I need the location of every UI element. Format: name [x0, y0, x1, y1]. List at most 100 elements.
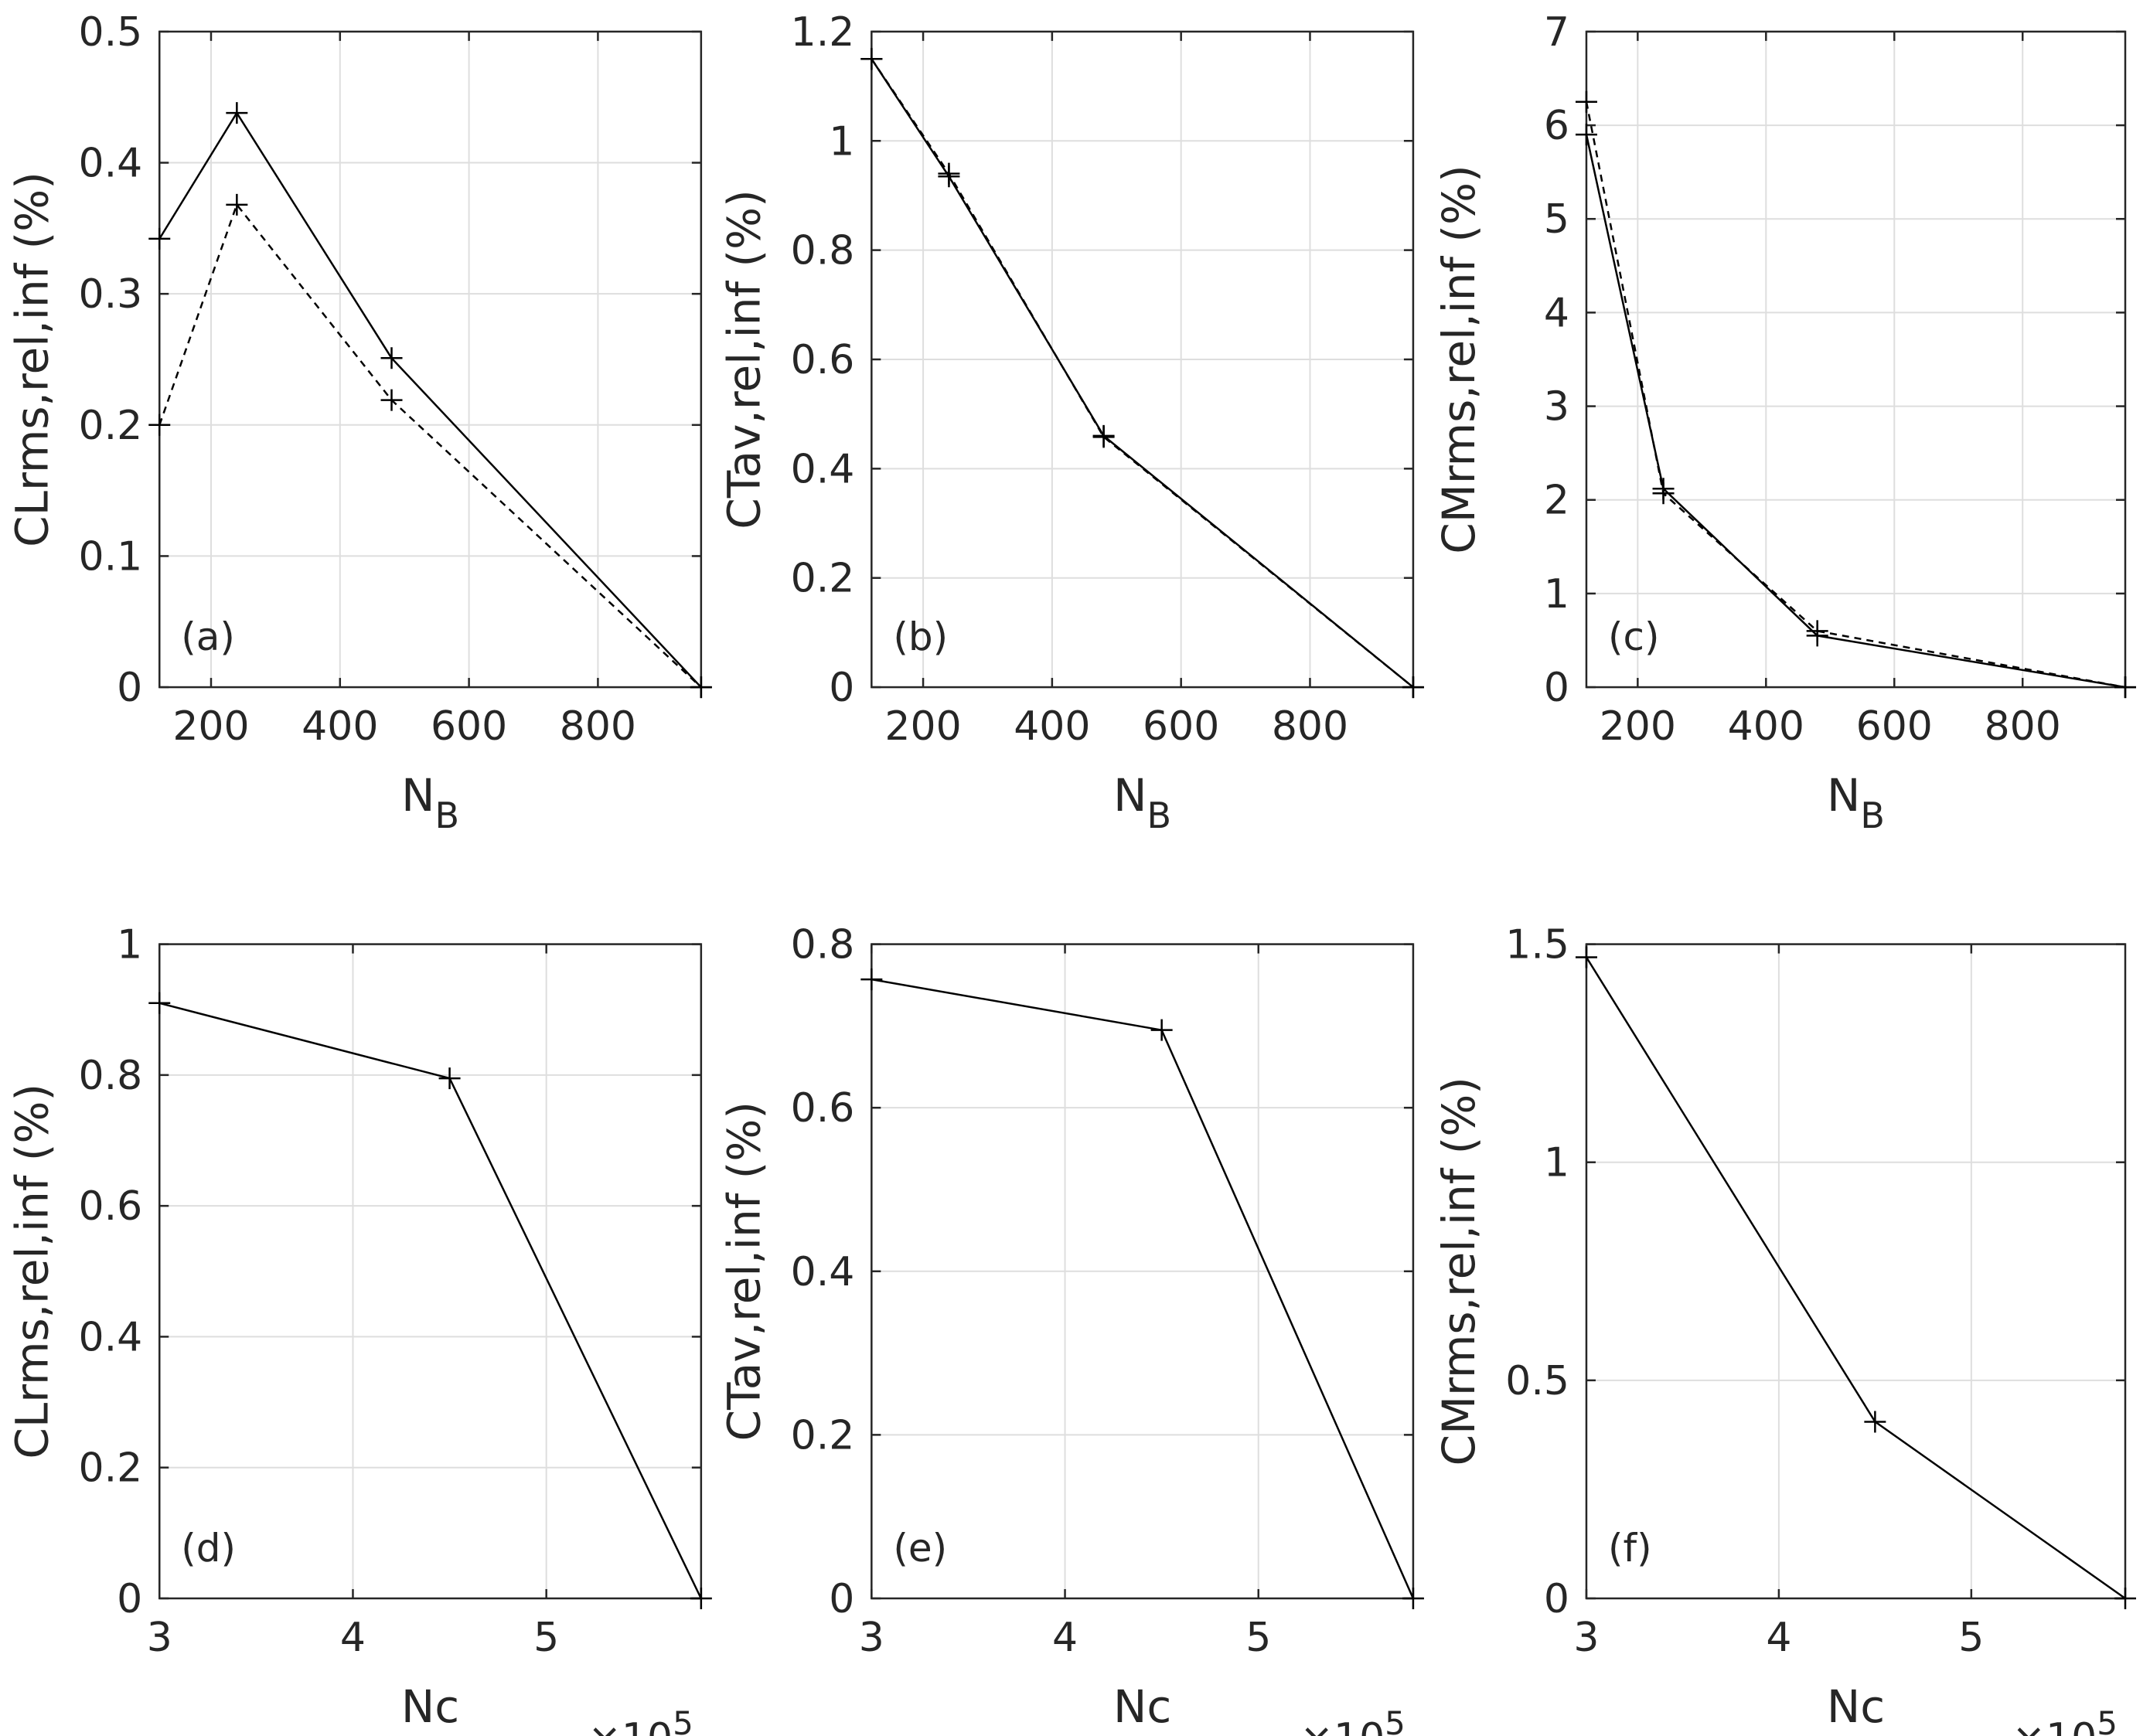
x-tick-label: 800 [1985, 703, 2061, 750]
y-tick-label: 0 [117, 1576, 142, 1622]
data-point-marker [2114, 676, 2136, 699]
x-tick-label: 5 [533, 1615, 559, 1661]
y-tick-label: 0.1 [79, 533, 143, 580]
y-tick-label: 0 [829, 665, 854, 711]
x-multiplier-base: ×10 [2012, 1715, 2097, 1736]
data-point-marker [226, 102, 248, 124]
y-axis-label: CLrms,rel,inf (%) [5, 1084, 58, 1459]
chart-panel-3: 0 1 2 3 4 5 6 7 200 400 600 800 NB CMrms,rel,inf (%) (… [1433, 9, 2136, 836]
x-axis-label: NB [1827, 769, 1885, 836]
y-tick-label: 0 [829, 1576, 854, 1622]
y-tick-label: 0.2 [791, 556, 855, 602]
data-point-marker [860, 48, 883, 70]
y-tick-label: 0.5 [1505, 1358, 1569, 1404]
x-tick-label: 200 [884, 703, 961, 750]
chart-panel-2: 0 0.2 0.4 0.6 0.8 1 1.2 200 400 600 800 NB CTav,rel,… [717, 9, 1424, 836]
x-axis-label: Nc [1113, 1680, 1171, 1733]
x-axis-label: NB [1113, 769, 1171, 836]
data-point-marker [1575, 90, 1597, 113]
y-tick-label: 1.5 [1505, 922, 1569, 968]
axes-frame [1585, 943, 2127, 1600]
panel-tag: (d) [181, 1526, 236, 1571]
y-tick-label: 0.5 [79, 9, 143, 56]
chart-panel-1: 0 0.1 0.2 0.3 0.4 0.5 200 400 600 800 NB CLrms,rel,… [5, 9, 712, 836]
x-tick-label: 3 [859, 1615, 884, 1661]
data-point-marker [860, 968, 883, 991]
y-tick-label: 0 [1544, 1576, 1569, 1622]
panel-tag: (e) [893, 1526, 947, 1571]
y-tick-label: 0.3 [79, 271, 143, 318]
data-point-marker [1402, 676, 1424, 699]
x-multiplier-exponent: 5 [673, 1704, 693, 1736]
x-multiplier-label: ×105 [2012, 1704, 2118, 1736]
axes-frame [871, 30, 1415, 689]
data-point-marker [1402, 1587, 1424, 1609]
x-multiplier-exponent: 5 [1385, 1704, 1406, 1736]
data-point-marker [380, 389, 403, 411]
y-tick-label: 6 [1544, 103, 1569, 149]
series-line-1 [871, 58, 1414, 689]
x-axis-label-text: Nc [401, 1680, 459, 1733]
x-multiplier-exponent: 5 [2097, 1704, 2118, 1736]
x-tick-label: 800 [560, 703, 636, 750]
series-line-2 [158, 203, 702, 689]
data-point-marker [1652, 482, 1675, 505]
x-axis-label-text: N [401, 769, 434, 822]
axes-frame [871, 943, 1415, 1600]
data-point-marker [1864, 1411, 1886, 1433]
x-axis-label: Nc [1827, 1680, 1885, 1733]
plot-area [1586, 944, 2125, 1598]
x-multiplier-base: ×10 [588, 1715, 673, 1736]
x-tick-label: 400 [302, 703, 378, 750]
x-tick-label: 600 [431, 703, 507, 750]
x-tick-label: 400 [1728, 703, 1804, 750]
x-axis-label-text: N [1113, 769, 1147, 822]
y-tick-label: 1 [117, 922, 142, 968]
y-tick-label: 1 [829, 118, 854, 165]
y-tick-label: 0 [117, 665, 142, 711]
y-tick-label: 0.8 [791, 922, 855, 968]
data-point-marker [226, 193, 248, 216]
x-axis-label: Nc [401, 1680, 459, 1733]
y-tick-label: 3 [1544, 384, 1569, 431]
series-line-2 [1585, 101, 2126, 689]
x-axis-label-subscript: B [434, 795, 459, 836]
y-tick-label: 0.2 [79, 1445, 143, 1492]
panel-tag: (b) [893, 614, 948, 659]
y-tick-label: 0.8 [79, 1053, 143, 1099]
plot-area [159, 31, 701, 688]
series-line-1 [158, 111, 702, 688]
data-point-marker [2114, 1587, 2136, 1609]
y-tick-label: 0.6 [791, 1085, 855, 1132]
data-point-marker [690, 676, 712, 699]
panel-tag: (f) [1608, 1526, 1652, 1571]
data-point-marker [148, 992, 171, 1014]
y-tick-label: 0.2 [79, 403, 143, 449]
x-tick-label: 4 [1052, 1615, 1078, 1661]
x-tick-label: 600 [1143, 703, 1219, 750]
y-tick-label: 4 [1544, 290, 1569, 336]
series-line-2 [871, 58, 1414, 689]
x-tick-label: 5 [1245, 1615, 1271, 1661]
y-tick-label: 0 [1544, 665, 1569, 711]
data-point-marker [1150, 1019, 1173, 1041]
x-tick-label: 4 [1766, 1615, 1791, 1661]
x-multiplier-label: ×105 [588, 1704, 693, 1736]
y-tick-label: 0.4 [791, 446, 855, 492]
x-tick-label: 200 [172, 703, 249, 750]
x-axis-label-subscript: B [1147, 795, 1172, 836]
x-tick-label: 3 [1573, 1615, 1599, 1661]
y-axis-label: CTav,rel,inf (%) [717, 1101, 770, 1442]
y-axis-label: CMrms,rel,inf (%) [1433, 1077, 1485, 1465]
data-point-marker [148, 227, 171, 250]
data-point-marker [380, 347, 403, 369]
y-tick-label: 1 [1544, 571, 1569, 618]
plot-area [1586, 31, 2125, 688]
y-tick-label: 1.2 [791, 9, 855, 56]
x-tick-label: 400 [1014, 703, 1090, 750]
x-tick-label: 800 [1272, 703, 1348, 750]
y-tick-label: 0.2 [791, 1412, 855, 1459]
y-tick-label: 2 [1544, 478, 1569, 524]
